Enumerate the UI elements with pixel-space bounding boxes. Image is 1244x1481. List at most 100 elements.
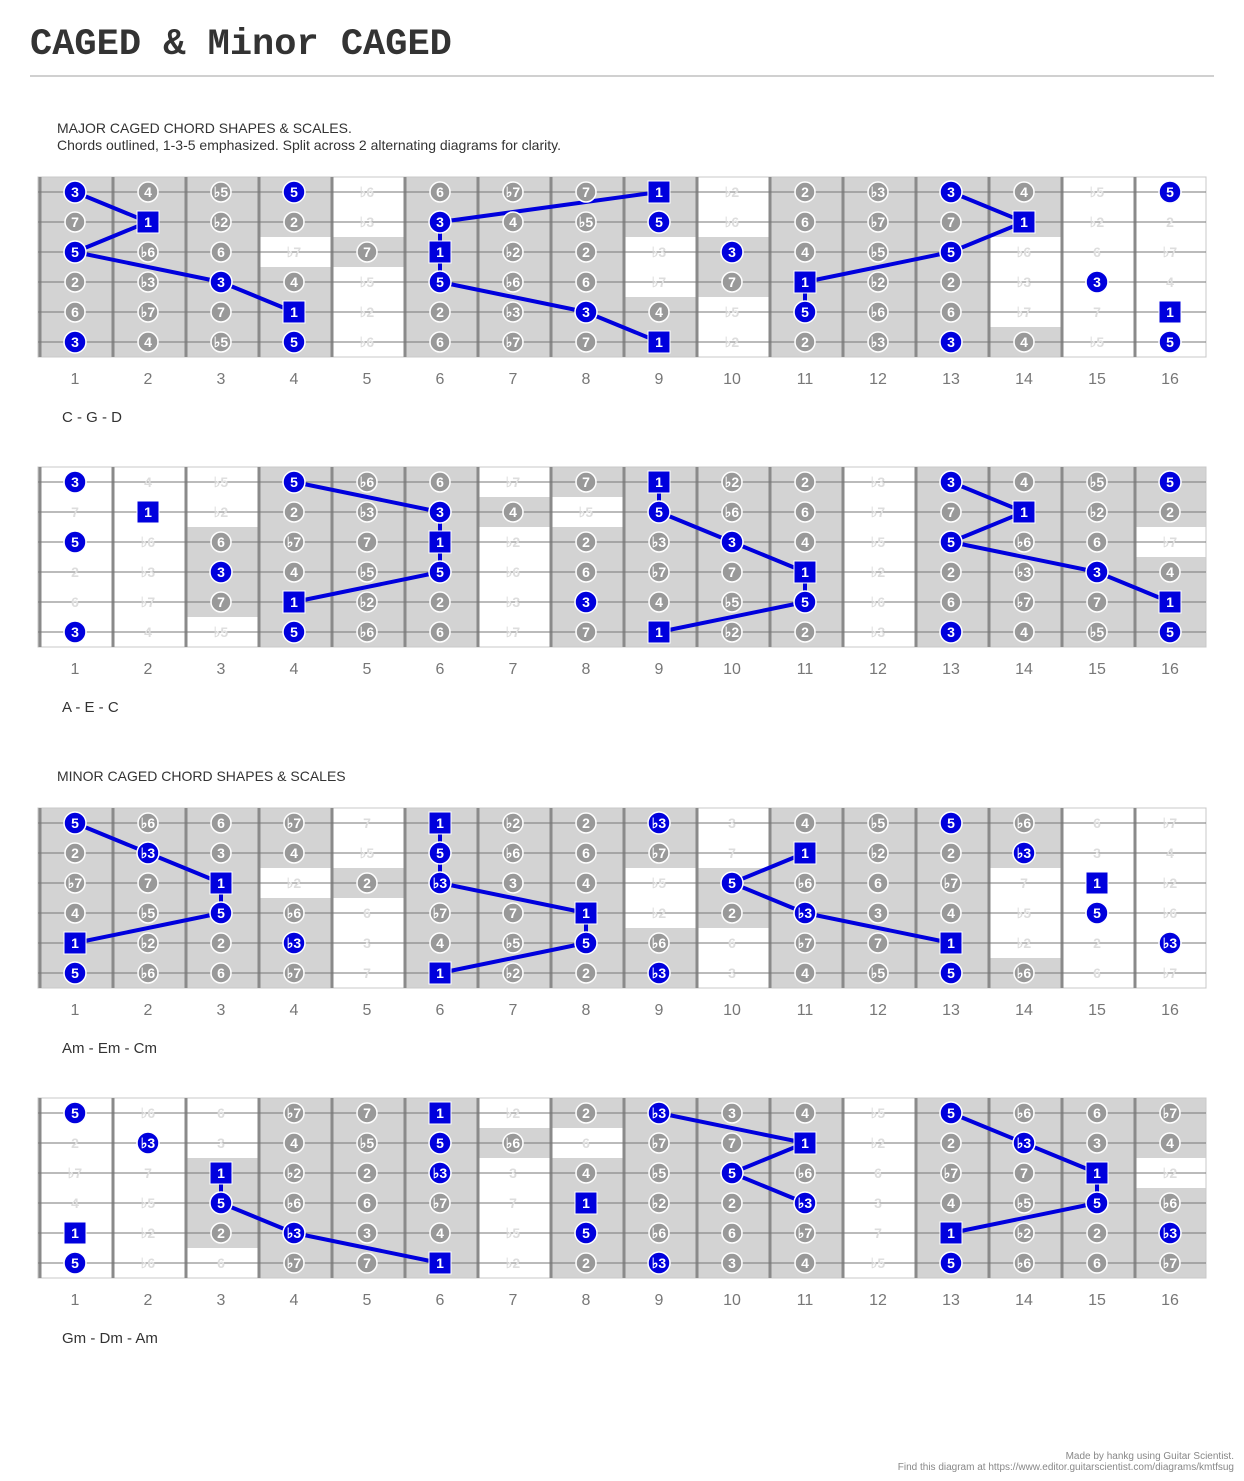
- root-note-marker: [793, 270, 817, 294]
- scale-note-marker: [502, 932, 524, 954]
- note-degree: 5: [582, 1225, 590, 1241]
- note-degree: 4: [144, 334, 152, 350]
- fret-number: 12: [869, 1002, 887, 1019]
- note-degree: 1: [947, 1225, 955, 1241]
- scale-note-marker: [64, 301, 86, 323]
- scale-note-marker: [721, 621, 743, 643]
- fret-number: 14: [1015, 1002, 1033, 1019]
- note-degree: 2: [290, 214, 298, 230]
- scale-note-marker: [210, 932, 232, 954]
- note-degree: ♭2: [360, 304, 375, 320]
- scale-note-marker: [794, 531, 816, 553]
- fret-number: 10: [723, 1002, 741, 1019]
- note-degree: 2: [436, 304, 444, 320]
- note-degree: 6: [1093, 1105, 1101, 1121]
- scale-note-marker: [575, 241, 597, 263]
- note-degree: 1: [217, 875, 225, 891]
- note-degree: ♭3: [1163, 935, 1178, 951]
- chord-note-marker: [939, 240, 963, 264]
- note-degree: 3: [509, 875, 517, 891]
- fret-number: 15: [1088, 1002, 1106, 1019]
- note-degree: ♭2: [506, 1105, 521, 1121]
- note-degree: ♭6: [1017, 534, 1032, 550]
- note-degree: 2: [801, 184, 809, 200]
- scale-note-marker: [283, 812, 305, 834]
- scale-note-marker: [721, 1132, 743, 1154]
- scale-note-marker: [940, 561, 962, 583]
- scale-note-marker: [575, 181, 597, 203]
- note-degree: 4: [1166, 274, 1174, 290]
- fret-number: 13: [942, 1002, 960, 1019]
- scale-note-marker: [721, 471, 743, 493]
- chord-note-marker: [793, 901, 817, 925]
- scale-note-marker: [794, 1162, 816, 1184]
- chord-note-marker: [793, 590, 817, 614]
- scale-note-marker: [575, 842, 597, 864]
- chord-note-marker: [282, 470, 306, 494]
- scale-note-marker: [429, 301, 451, 323]
- fret-number: 4: [290, 1292, 299, 1309]
- note-degree: ♭2: [1017, 1225, 1032, 1241]
- note-degree: 5: [436, 845, 444, 861]
- note-degree: 2: [728, 905, 736, 921]
- note-degree: 1: [290, 594, 298, 610]
- note-degree: ♭2: [506, 534, 521, 550]
- note-degree: 5: [71, 815, 79, 831]
- note-degree: ♭3: [1017, 1135, 1032, 1151]
- note-degree: 4: [290, 1135, 298, 1151]
- scale-note-marker: [283, 1252, 305, 1274]
- note-degree: ♭2: [360, 594, 375, 610]
- note-degree: 2: [1093, 935, 1101, 951]
- diagram-label: A - E - C: [62, 699, 119, 716]
- chord-note-marker: [428, 1161, 452, 1185]
- note-degree: 5: [947, 815, 955, 831]
- note-degree: 1: [436, 1105, 444, 1121]
- note-degree: 3: [1093, 845, 1101, 861]
- note-degree: 4: [509, 504, 517, 520]
- note-degree: ♭2: [1090, 214, 1105, 230]
- note-degree: 2: [582, 1255, 590, 1271]
- note-degree: 7: [144, 875, 152, 891]
- scale-note-marker: [867, 812, 889, 834]
- note-degree: 6: [874, 1165, 882, 1181]
- note-degree: 1: [801, 564, 809, 580]
- fretboard-1: 3 4 ♭5 5 ♭6 6 ♭7 7 1 ♭2 2 ♭3 3 4 ♭5 5 7 1 ♭2 2 ♭3 3 4 ♭5 5 ♭6 6 ♭7 7…: [37, 176, 1207, 426]
- note-degree: ♭5: [652, 1165, 667, 1181]
- note-degree: 1: [217, 1165, 225, 1181]
- note-degree: ♭6: [1017, 244, 1032, 260]
- scale-note-marker: [940, 501, 962, 523]
- chord-note-marker: [428, 210, 452, 234]
- scale-note-marker: [1013, 1222, 1035, 1244]
- scale-note-marker: [210, 181, 232, 203]
- note-degree: 5: [290, 334, 298, 350]
- fret-number: 6: [436, 1292, 445, 1309]
- note-degree: 4: [801, 815, 809, 831]
- note-degree: ♭5: [506, 935, 521, 951]
- note-degree: ♭2: [725, 184, 740, 200]
- note-degree: 6: [217, 1105, 225, 1121]
- chord-note-marker: [647, 1251, 671, 1275]
- note-degree: 2: [582, 815, 590, 831]
- note-degree: 6: [217, 1255, 225, 1271]
- scale-note-marker: [502, 902, 524, 924]
- scale-note-marker: [1013, 531, 1035, 553]
- scale-note-marker: [721, 1252, 743, 1274]
- scale-note-marker: [1013, 1252, 1035, 1274]
- note-degree: 4: [801, 244, 809, 260]
- fret-number: 7: [509, 371, 518, 388]
- scale-note-marker: [502, 271, 524, 293]
- chord-note-marker: [209, 560, 233, 584]
- note-degree: 4: [582, 875, 590, 891]
- scale-note-marker: [210, 591, 232, 613]
- note-degree: ♭2: [1017, 935, 1032, 951]
- fret-number: 11: [797, 1292, 814, 1309]
- note-degree: 6: [874, 875, 882, 891]
- note-degree: ♭3: [141, 1135, 156, 1151]
- note-degree: 2: [1093, 1225, 1101, 1241]
- scale-note-marker: [283, 1162, 305, 1184]
- note-degree: 2: [947, 274, 955, 290]
- note-degree: 7: [582, 624, 590, 640]
- note-degree: 4: [801, 965, 809, 981]
- note-degree: ♭5: [360, 845, 375, 861]
- chord-note-marker: [1012, 1131, 1036, 1155]
